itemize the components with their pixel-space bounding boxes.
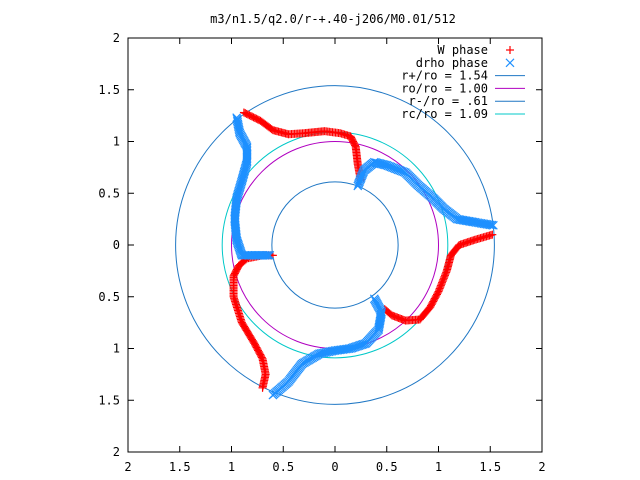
cross-marker	[262, 250, 272, 260]
cross-marker	[388, 163, 397, 172]
y-tick-label: 1	[113, 135, 120, 149]
cross-marker	[369, 294, 379, 304]
legend-label: rc/ro = 1.09	[401, 107, 488, 121]
cross-marker	[233, 239, 243, 249]
cross-marker	[398, 167, 407, 176]
cross-marker	[383, 161, 393, 171]
legend-label: r-/ro = .61	[409, 94, 488, 108]
cross-marker	[505, 58, 515, 68]
cross-marker	[234, 241, 243, 250]
cross-marker	[455, 215, 465, 225]
cross-marker	[232, 236, 242, 246]
chart-title: m3/n1.5/q2.0/r-+.40-j206/M0.01/512	[210, 12, 456, 26]
cross-marker	[234, 242, 244, 252]
cross-marker	[235, 245, 245, 255]
x-tick-label: 1.5	[479, 460, 501, 474]
x-tick-label: 0.5	[272, 460, 294, 474]
cross-marker	[265, 250, 275, 260]
cross-marker	[396, 166, 406, 176]
cross-marker	[353, 181, 363, 191]
y-tick-label: 1	[113, 342, 120, 356]
cross-marker	[389, 163, 399, 173]
cross-marker	[378, 159, 388, 169]
cross-marker	[263, 250, 273, 260]
cross-marker	[375, 159, 385, 169]
cross-marker	[376, 309, 386, 319]
cross-marker	[233, 238, 243, 248]
cross-marker	[380, 160, 390, 170]
cross-marker	[379, 160, 389, 170]
cross-marker	[376, 159, 386, 169]
x-tick-label: 0.5	[376, 460, 398, 474]
cross-marker	[232, 233, 241, 243]
cross-marker	[235, 127, 244, 137]
circle-r+/ro = 1.54	[175, 85, 495, 405]
cross-marker	[393, 165, 403, 175]
cross-marker	[382, 160, 392, 170]
data-series	[229, 108, 498, 400]
y-tick-label: 2	[113, 31, 120, 45]
x-tick-label: 2	[124, 460, 131, 474]
x-tick-label: 1	[435, 460, 442, 474]
y-tick-label: 1.5	[98, 83, 120, 97]
x-tick-label: 1	[228, 460, 235, 474]
cross-marker	[395, 165, 405, 175]
tick-layer: 2 1.5 1 0.5 0 0.5 1 1.5 221.510.500.511.52	[98, 31, 545, 474]
series-W phase	[229, 108, 497, 392]
cross-marker	[400, 168, 410, 177]
cross-marker	[372, 158, 382, 168]
legend-label: ro/ro = 1.00	[401, 81, 488, 95]
y-tick-label: 0.5	[98, 186, 120, 200]
legend-label: W phase	[437, 43, 488, 57]
cross-marker	[386, 162, 396, 172]
cross-marker	[234, 124, 244, 133]
cross-marker	[457, 215, 466, 225]
circle-r-/ro = .61	[271, 181, 399, 309]
y-tick-label: 0.5	[98, 290, 120, 304]
cross-marker	[232, 235, 242, 245]
y-tick-label: 0	[113, 238, 120, 252]
cross-marker	[385, 161, 395, 171]
x-tick-label: 0	[331, 460, 338, 474]
cross-marker	[454, 214, 464, 224]
legend-label: r+/ro = 1.54	[401, 69, 488, 83]
y-tick-label: 1.5	[98, 393, 120, 407]
series-drho phase	[230, 113, 498, 400]
y-tick-label: 2	[113, 445, 120, 459]
x-tick-label: 2	[538, 460, 545, 474]
cross-marker	[235, 243, 244, 253]
cross-marker	[392, 164, 402, 174]
cross-marker	[234, 125, 244, 135]
legend-label: drho phase	[416, 56, 488, 70]
circle-rc/ro = 1.09	[221, 131, 449, 359]
cross-marker	[399, 167, 409, 177]
cross-marker	[236, 246, 245, 256]
cross-marker	[390, 164, 400, 174]
x-tick-label: 1.5	[169, 460, 191, 474]
